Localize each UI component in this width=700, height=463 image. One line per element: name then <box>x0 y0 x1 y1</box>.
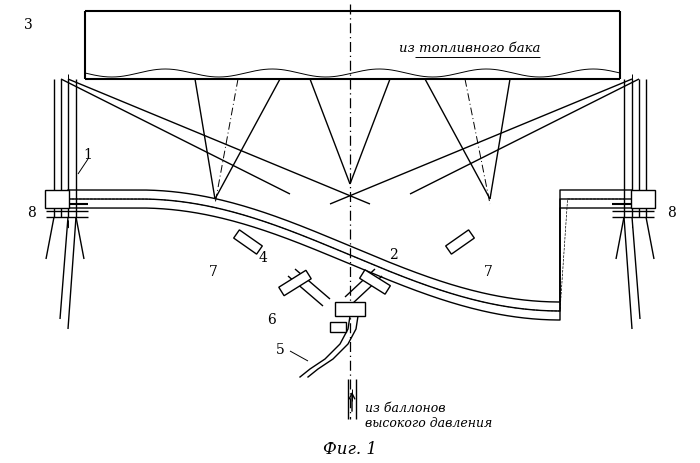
Text: 8: 8 <box>668 206 676 219</box>
Text: из топливного бака: из топливного бака <box>399 41 540 54</box>
Text: 3: 3 <box>24 18 32 32</box>
Bar <box>330 322 346 332</box>
Text: из баллонов
высокого давления: из баллонов высокого давления <box>365 401 492 429</box>
Bar <box>631 191 655 208</box>
Text: 7: 7 <box>484 264 492 278</box>
Text: 5: 5 <box>276 342 284 356</box>
Text: 1: 1 <box>83 148 92 162</box>
Text: 7: 7 <box>209 264 218 278</box>
Text: 2: 2 <box>389 247 398 262</box>
Bar <box>45 191 69 208</box>
Text: 8: 8 <box>27 206 36 219</box>
Text: 4: 4 <box>258 250 267 264</box>
Bar <box>335 302 365 316</box>
Text: 6: 6 <box>267 313 276 326</box>
Text: Фиг. 1: Фиг. 1 <box>323 441 377 457</box>
FancyBboxPatch shape <box>360 270 391 294</box>
FancyBboxPatch shape <box>279 271 312 296</box>
FancyBboxPatch shape <box>234 231 262 255</box>
FancyBboxPatch shape <box>446 231 475 255</box>
